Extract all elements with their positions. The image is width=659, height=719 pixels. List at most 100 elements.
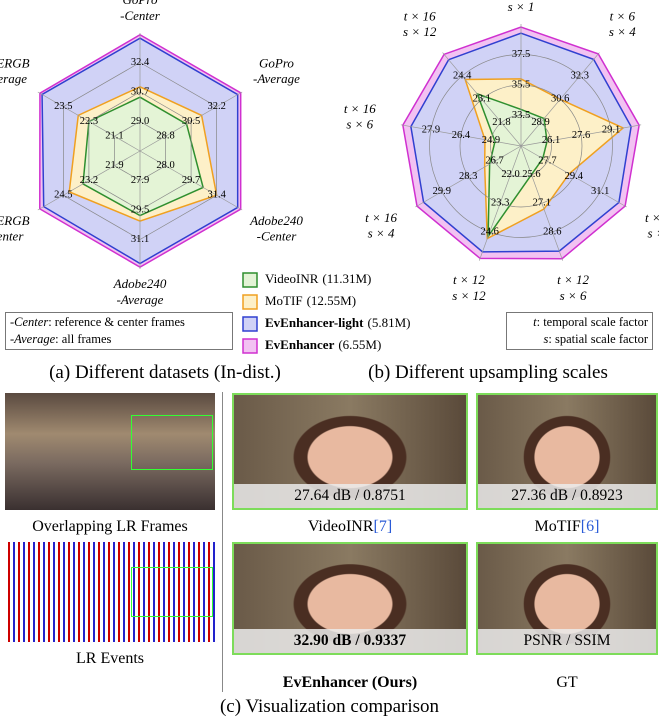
note-term: t bbox=[533, 315, 537, 329]
legend-swatch bbox=[242, 294, 258, 310]
axis-label-line: t × 16 bbox=[344, 101, 376, 116]
axis-label-line: s × 6 bbox=[346, 116, 373, 131]
tick-label: 32.2 bbox=[207, 101, 225, 112]
axis-line bbox=[139, 91, 243, 152]
axis-label-line: t × 12 bbox=[645, 210, 659, 225]
legend-name: EvEnhancer bbox=[265, 337, 335, 352]
frames-image bbox=[5, 393, 215, 510]
axis-label-line: -Center bbox=[0, 229, 24, 244]
tick-label: 28.3 bbox=[459, 171, 477, 182]
legend-label: VideoINR (11.31M) bbox=[265, 271, 371, 286]
caption: (c) Visualization comparison bbox=[219, 696, 440, 717]
axis-line bbox=[139, 150, 243, 211]
note: -Average: all frames bbox=[10, 331, 228, 348]
tick-label: 27.1 bbox=[533, 198, 551, 209]
axis-label-line: t × 16 bbox=[404, 8, 436, 23]
axis-label: Adobe240 -Average bbox=[113, 276, 167, 307]
tick-label: 29.9 bbox=[433, 186, 451, 197]
result-image: 27.36 dB / 0.8923 bbox=[476, 393, 658, 510]
axis-label: t × 12 s × 12 bbox=[452, 272, 486, 303]
axis-line bbox=[415, 145, 522, 208]
caption: (a) Different datasets (In-dist.) bbox=[49, 362, 281, 383]
method-label: MoTIF[6] bbox=[476, 518, 658, 536]
image-label: Overlapping LR Frames bbox=[32, 518, 188, 535]
metric-label: PSNR / SSIM bbox=[478, 629, 656, 653]
legend-name: VideoINR bbox=[265, 271, 319, 286]
method-name: EvEnhancer (Ours) bbox=[282, 674, 418, 691]
tick-label: 32.4 bbox=[131, 57, 150, 68]
axis-label: BS-ERGB-Center bbox=[0, 213, 30, 244]
legend-swatch bbox=[242, 316, 258, 332]
legend-params: (5.81M) bbox=[367, 315, 410, 330]
method-name: MoTIF bbox=[534, 518, 581, 535]
metric-label: 27.64 dB / 0.8751 bbox=[234, 484, 466, 508]
axis-label: t × 16 s × 6 bbox=[344, 101, 376, 132]
legend-label: MoTIF (12.55M) bbox=[265, 293, 356, 308]
tick-label: 23.5 bbox=[54, 101, 72, 112]
tick-label: 24.5 bbox=[54, 190, 72, 201]
tick-label: 29.7 bbox=[182, 175, 200, 186]
axis-label-line: Adobe240 bbox=[249, 213, 303, 228]
tick-label: 25.6 bbox=[522, 169, 540, 180]
axis-line bbox=[520, 145, 564, 261]
tick-label: 24.4 bbox=[453, 70, 472, 81]
note-text: : temporal scale factor bbox=[536, 315, 648, 329]
axis-label-line: -Average bbox=[0, 71, 27, 86]
axis-label-line: t × 12 bbox=[557, 272, 589, 287]
axis-label-line: s × 4 bbox=[648, 226, 659, 241]
tick-label: 37.5 bbox=[512, 49, 530, 60]
tick-label: 29.0 bbox=[131, 116, 149, 127]
tick-label: 26.7 bbox=[485, 156, 503, 167]
axis-line bbox=[442, 52, 522, 147]
axis-label-line: GoPro bbox=[259, 55, 294, 70]
tick-label: 35.5 bbox=[512, 79, 530, 90]
tick-label: 27.7 bbox=[538, 156, 556, 167]
axis-label-line: BS-ERGB bbox=[0, 213, 30, 228]
method-label: GT bbox=[476, 674, 658, 692]
tick-label: 23.1 bbox=[473, 94, 491, 105]
tick-label: 21.9 bbox=[105, 160, 123, 171]
result-image: PSNR / SSIM bbox=[476, 542, 658, 655]
axis-line bbox=[520, 124, 642, 147]
axis-label-line: s × 1 bbox=[508, 0, 535, 14]
note-box: t: temporal scale factor s: spatial scale… bbox=[506, 312, 653, 350]
events-image bbox=[5, 542, 215, 642]
tick-label: 24.9 bbox=[482, 135, 500, 146]
metric-label: 27.36 dB / 0.8923 bbox=[478, 484, 656, 508]
tick-label: 27.9 bbox=[131, 175, 149, 186]
note-term: -Center bbox=[10, 315, 49, 329]
axis-line bbox=[37, 150, 141, 211]
tick-label: 21.8 bbox=[492, 117, 510, 128]
axis-label-line: GoPro bbox=[123, 0, 158, 7]
series-area bbox=[476, 92, 548, 239]
tick-label: 29.5 bbox=[131, 204, 149, 215]
axis-label-line: t × 12 bbox=[453, 272, 485, 287]
axis-line bbox=[520, 52, 600, 147]
tick-label: 27.9 bbox=[422, 125, 440, 136]
axis-label: t × 16 s × 4 bbox=[365, 210, 397, 241]
method-label: EvEnhancer (Ours) bbox=[232, 674, 468, 692]
tick-label: 23.3 bbox=[491, 198, 509, 209]
axis-label: GoPro -Average bbox=[253, 55, 300, 86]
divider bbox=[222, 392, 223, 692]
method-label: VideoINR[7] bbox=[232, 518, 468, 536]
axis-line bbox=[37, 91, 141, 152]
axis-label-line: s × 12 bbox=[403, 24, 437, 39]
tick-label: 22.0 bbox=[501, 169, 519, 180]
legend-swatch bbox=[242, 272, 258, 288]
note: -Center: reference & center frames bbox=[10, 314, 228, 331]
legend-label: EvEnhancer (6.55M) bbox=[265, 337, 381, 352]
note-box: -Center: reference & center frames -Avera… bbox=[5, 312, 233, 350]
legend-name: MoTIF bbox=[265, 293, 303, 308]
note-term: -Average bbox=[10, 332, 56, 346]
axis-label-line: s × 6 bbox=[560, 288, 587, 303]
tick-label: 31.1 bbox=[131, 234, 149, 245]
tick-label: 24.6 bbox=[481, 226, 499, 237]
axis-label: GoPro-Center bbox=[120, 0, 161, 23]
axis-label-line: -Center bbox=[257, 229, 298, 244]
tick-label: 32.3 bbox=[571, 70, 589, 81]
note-text: : reference & center frames bbox=[48, 315, 185, 329]
zoom-box bbox=[131, 415, 213, 470]
